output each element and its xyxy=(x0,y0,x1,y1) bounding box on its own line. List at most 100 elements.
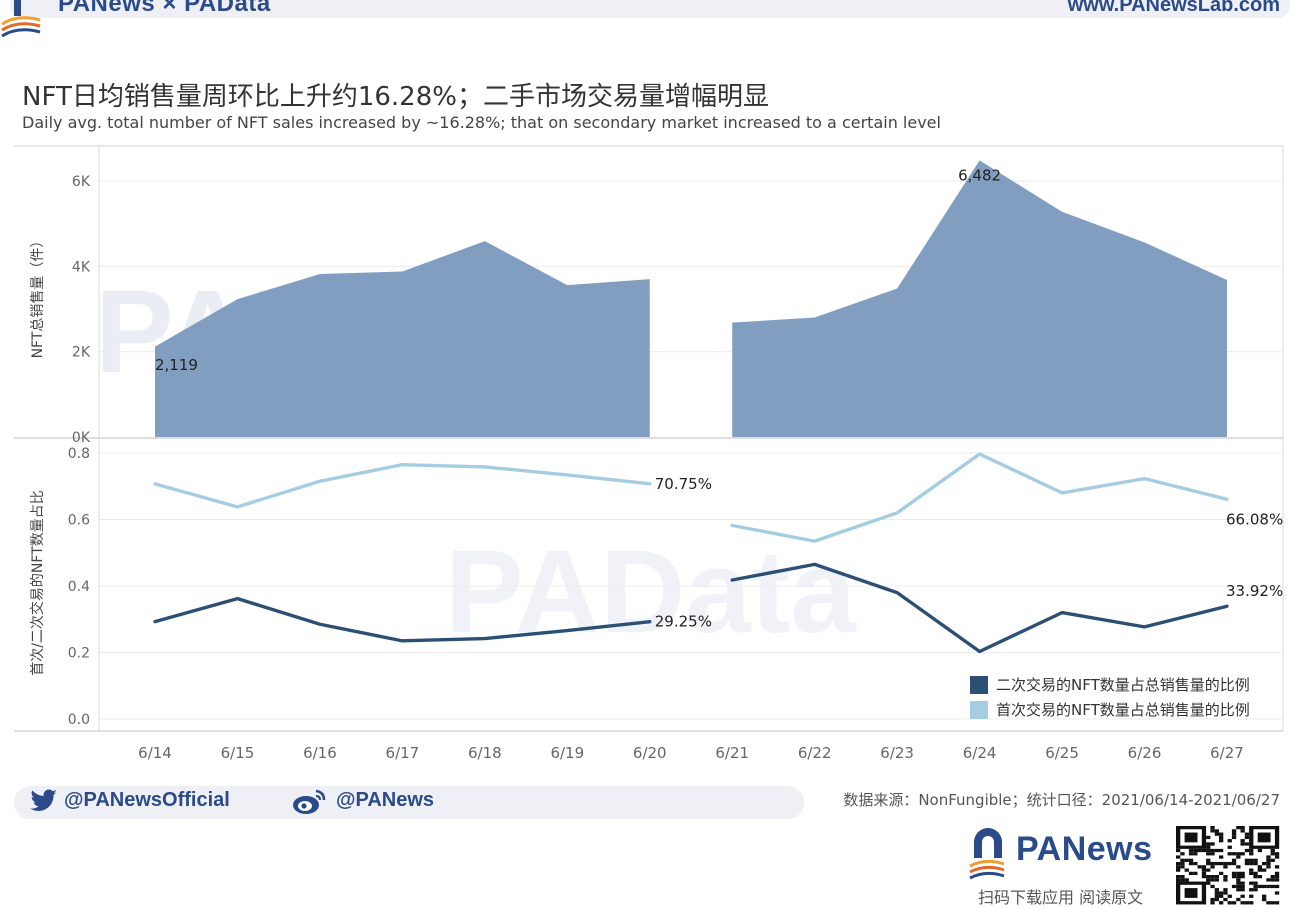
social-bar xyxy=(14,786,804,819)
top-y-tick-label: 4K xyxy=(72,259,91,275)
qr-code-icon[interactable] xyxy=(1176,826,1280,905)
qr-module xyxy=(1240,901,1245,905)
qr-module xyxy=(1180,861,1185,866)
qr-module xyxy=(1206,845,1211,849)
qr-module xyxy=(1274,865,1280,869)
top-y-tick-label: 0K xyxy=(72,430,91,446)
qr-module xyxy=(1274,878,1280,882)
qr-module xyxy=(1210,875,1215,879)
qr-module xyxy=(1249,868,1254,872)
qr-module xyxy=(1193,871,1198,876)
qr-module xyxy=(1231,829,1237,833)
qr-module xyxy=(1223,897,1228,902)
qr-module xyxy=(1188,852,1194,856)
brand-name: PANews xyxy=(1016,830,1153,868)
qr-module xyxy=(1244,835,1250,840)
qr-module xyxy=(1244,901,1250,905)
qr-module xyxy=(1223,875,1228,879)
qr-module xyxy=(1231,901,1237,905)
x-tick-label: 6/24 xyxy=(963,744,997,762)
qr-module xyxy=(1262,894,1267,898)
qr-module xyxy=(1184,868,1189,872)
qr-module xyxy=(1244,848,1250,853)
watermark-padata: PAData xyxy=(445,526,857,658)
qr-module xyxy=(1180,865,1185,869)
qr-module xyxy=(1223,888,1228,892)
qr-module xyxy=(1210,865,1215,869)
x-tick-label: 6/23 xyxy=(880,744,914,762)
qr-module xyxy=(1184,858,1189,862)
qr-module xyxy=(1193,861,1198,866)
qr-module xyxy=(1180,858,1185,862)
qr-module xyxy=(1210,861,1215,866)
header-url[interactable]: www.PANewsLab.com xyxy=(1067,0,1280,16)
qr-module xyxy=(1231,861,1237,866)
panews-corner-logo-icon xyxy=(1,0,41,38)
twitter-handle[interactable]: @PANewsOfficial xyxy=(64,789,230,811)
qr-module xyxy=(1231,832,1237,836)
qr-module xyxy=(1227,861,1232,866)
weibo-handle[interactable]: @PANews xyxy=(336,789,435,811)
legend-item-primary: 首次交易的NFT数量占总销售量的比例 xyxy=(970,697,1250,722)
qr-module xyxy=(1240,826,1245,830)
qr-module xyxy=(1231,858,1237,862)
qr-module xyxy=(1231,884,1237,889)
x-tick-label: 6/15 xyxy=(221,744,255,762)
qr-module xyxy=(1210,848,1215,853)
qr-module xyxy=(1214,861,1219,866)
qr-finder xyxy=(1257,832,1271,843)
qr-module xyxy=(1180,852,1185,856)
header-band xyxy=(0,0,1300,22)
qr-module xyxy=(1219,871,1224,876)
qr-module xyxy=(1236,897,1241,902)
x-tick-label: 6/17 xyxy=(386,744,420,762)
qr-module xyxy=(1219,839,1224,843)
header-brand: PANews × PAData xyxy=(58,0,271,17)
qr-module xyxy=(1214,897,1219,902)
chart-frame xyxy=(14,145,1284,732)
qr-module xyxy=(1227,894,1232,898)
area-series xyxy=(155,160,1227,437)
qr-module xyxy=(1231,871,1237,876)
qr-module xyxy=(1176,868,1181,872)
qr-module xyxy=(1188,871,1194,876)
primary-line xyxy=(153,462,652,509)
qr-module xyxy=(1262,861,1267,866)
qr-module xyxy=(1262,884,1267,889)
qr-module xyxy=(1223,861,1228,866)
qr-module xyxy=(1266,855,1271,859)
qr-module xyxy=(1244,861,1250,866)
area-segment xyxy=(155,241,650,437)
area-data-label: 6,482 xyxy=(958,166,1001,184)
qr-module xyxy=(1240,875,1245,879)
qr-module xyxy=(1176,855,1181,859)
qr-finder xyxy=(1184,832,1198,843)
chart-subtitle: Daily avg. total number of NFT sales inc… xyxy=(22,113,941,132)
qr-module xyxy=(1249,871,1254,876)
bottom-y-tick-label: 0.0 xyxy=(68,712,90,728)
qr-module xyxy=(1206,878,1211,882)
qr-module xyxy=(1236,888,1241,892)
line-data-label: 70.75% xyxy=(655,475,712,493)
qr-module xyxy=(1201,865,1207,869)
qr-module xyxy=(1249,848,1254,853)
qr-module xyxy=(1219,848,1224,853)
qr-module xyxy=(1197,848,1202,853)
qr-module xyxy=(1244,832,1250,836)
line-data-label: 33.92% xyxy=(1226,582,1283,600)
qr-module xyxy=(1184,878,1189,882)
qr-module xyxy=(1236,865,1241,869)
qr-module xyxy=(1270,878,1275,882)
qr-module xyxy=(1240,842,1245,846)
qr-module xyxy=(1197,865,1202,869)
qr-module xyxy=(1206,848,1211,853)
qr-module xyxy=(1210,852,1215,856)
qr-module xyxy=(1244,842,1250,846)
x-tick-label: 6/14 xyxy=(138,744,172,762)
qr-module xyxy=(1180,878,1185,882)
qr-module xyxy=(1262,868,1267,872)
qr-module xyxy=(1257,848,1262,853)
qr-module xyxy=(1266,901,1271,905)
top-y-tick-label: 6K xyxy=(72,174,91,190)
bottom-y-tick-label: 0.4 xyxy=(68,579,90,595)
